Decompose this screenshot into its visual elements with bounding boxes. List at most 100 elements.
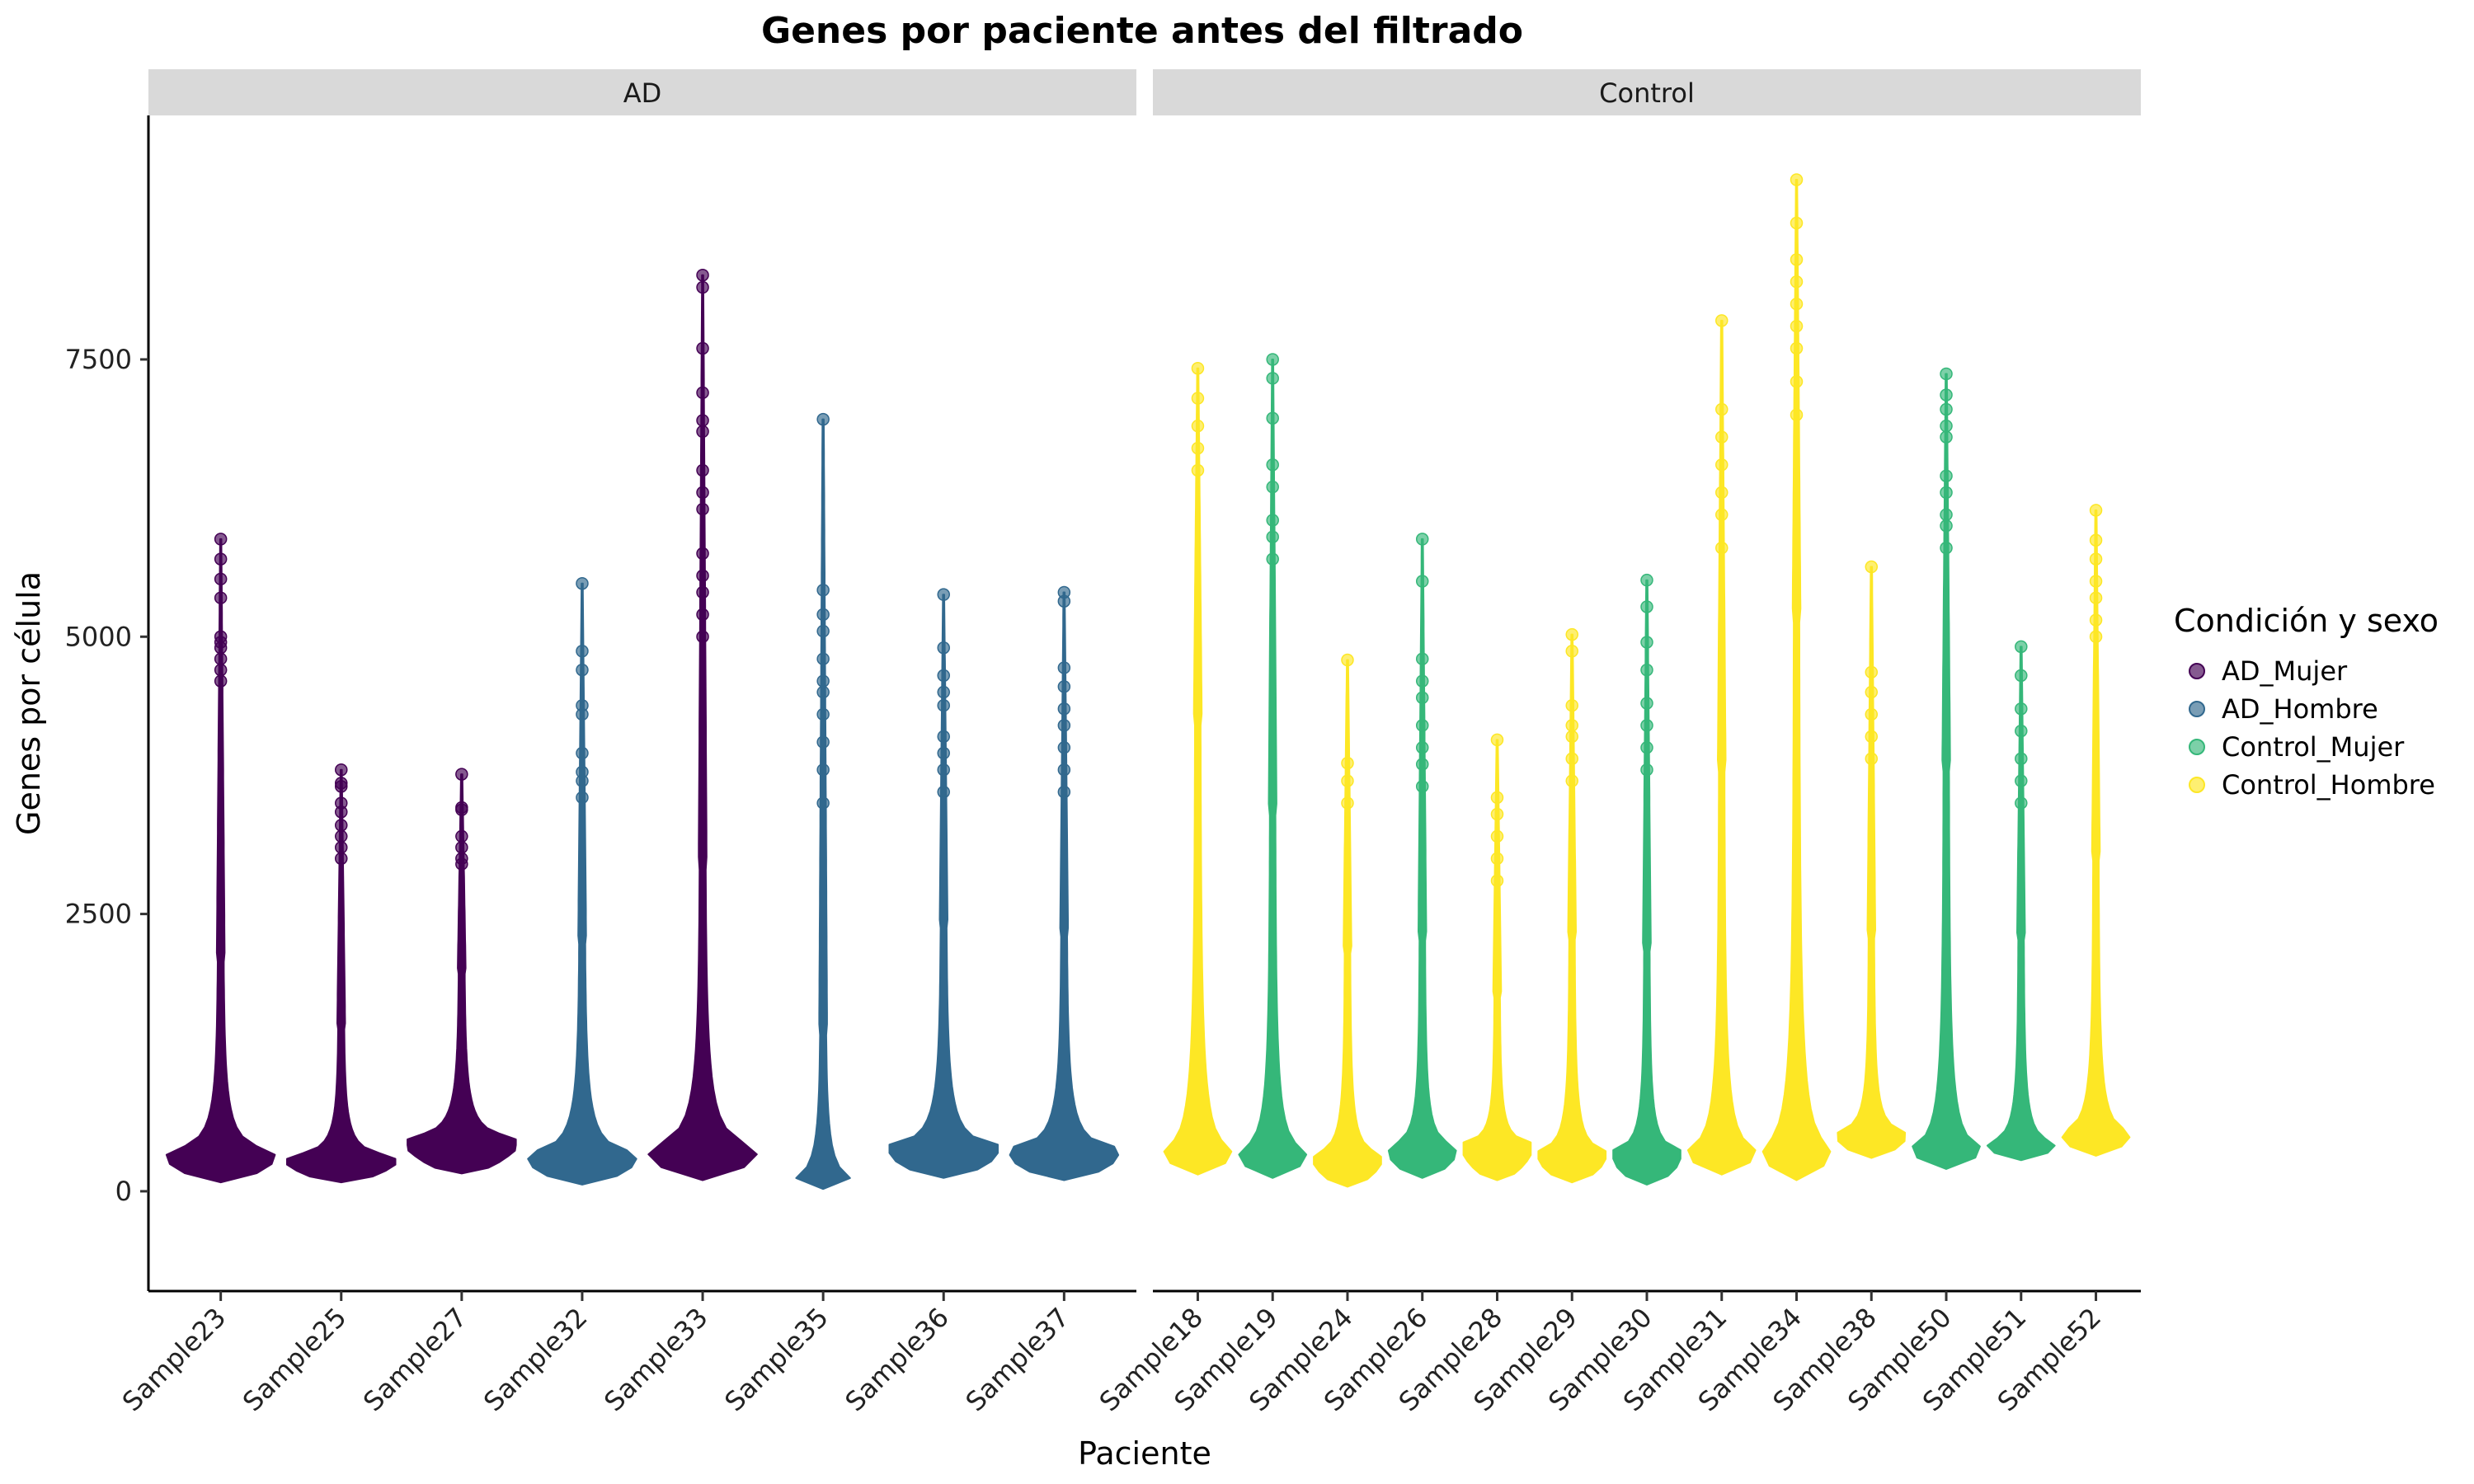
outlier-point-sample34 (1790, 375, 1804, 388)
outlier-point-sample31 (1715, 430, 1729, 444)
outlier-point-sample19 (1266, 514, 1279, 527)
outlier-point-sample50 (1940, 430, 1953, 444)
outlier-point-sample50 (1940, 388, 1953, 402)
legend-key-ad-hombre (2189, 701, 2205, 717)
facet-panel-ad: AD Sample23 Sample25 Sample27 Sample32 Sampl… (116, 69, 1136, 1417)
outlier-point-sample18 (1191, 441, 1205, 455)
outlier-point-sample29 (1565, 730, 1578, 744)
outlier-point-sample30 (1640, 741, 1653, 754)
outlier-point-sample32 (576, 746, 589, 760)
outlier-point-sample51 (2015, 669, 2028, 683)
x-tick-label-sample33: Sample33 (598, 1302, 714, 1418)
outlier-point-sample18 (1191, 361, 1205, 375)
outlier-point-sample26 (1415, 575, 1429, 588)
outlier-point-sample18 (1191, 419, 1205, 433)
outlier-point-sample30 (1640, 719, 1653, 732)
outlier-point-sample37 (1057, 680, 1071, 693)
outlier-point-sample36 (937, 669, 950, 683)
legend: Condición y sexo AD_Mujer AD_Hombre Contro… (2174, 603, 2439, 801)
outlier-point-sample19 (1266, 411, 1279, 425)
outlier-point-sample50 (1940, 419, 1953, 433)
outlier-point-sample18 (1191, 463, 1205, 477)
violin-sample36 (888, 594, 999, 1179)
outlier-point-sample50 (1940, 519, 1953, 533)
y-tick-label: 7500 (65, 344, 132, 375)
outlier-point-sample25 (335, 829, 348, 843)
outlier-point-sample27 (455, 768, 468, 781)
outlier-point-sample26 (1415, 741, 1429, 754)
outlier-point-sample34 (1790, 253, 1804, 266)
outlier-point-sample31 (1715, 508, 1729, 522)
outlier-point-sample26 (1415, 533, 1429, 546)
x-tick-label-sample35: Sample35 (718, 1302, 835, 1418)
outlier-point-sample50 (1940, 367, 1953, 381)
outlier-point-sample34 (1790, 216, 1804, 230)
outlier-point-sample36 (937, 588, 950, 601)
x-ticks-ad: Sample23 Sample25 Sample27 Sample32 Sample33… (116, 1291, 1075, 1417)
outlier-point-sample52 (2089, 630, 2103, 644)
outlier-point-sample23 (214, 674, 228, 688)
outlier-point-sample31 (1715, 314, 1729, 327)
outlier-point-sample50 (1940, 402, 1953, 416)
outlier-point-sample38 (1865, 560, 1879, 574)
outlier-point-sample33 (696, 486, 709, 500)
outlier-point-sample28 (1490, 874, 1504, 887)
outlier-point-sample38 (1865, 685, 1879, 699)
outlier-point-sample29 (1565, 774, 1578, 787)
outlier-point-sample29 (1565, 698, 1578, 712)
outlier-point-sample34 (1790, 341, 1804, 355)
outlier-point-sample36 (937, 641, 950, 655)
outlier-point-sample34 (1790, 275, 1804, 289)
outlier-point-sample28 (1490, 829, 1504, 843)
outlier-point-sample38 (1865, 707, 1879, 721)
outlier-point-sample25 (335, 777, 348, 790)
facet-strip-ad (148, 69, 1136, 115)
outlier-point-sample32 (576, 765, 589, 779)
outlier-point-sample38 (1865, 665, 1879, 679)
outlier-point-sample23 (214, 552, 228, 566)
outlier-point-sample23 (214, 652, 228, 665)
violin-sample26 (1387, 538, 1457, 1179)
legend-label-ad-hombre: AD_Hombre (2222, 693, 2378, 725)
outlier-point-sample30 (1640, 573, 1653, 587)
y-tick-label: 5000 (65, 621, 132, 652)
outlier-point-sample25 (335, 841, 348, 854)
outlier-point-sample35 (816, 685, 830, 699)
outlier-point-sample36 (937, 730, 950, 744)
outlier-point-sample51 (2015, 796, 2028, 810)
violin-sample29 (1537, 633, 1607, 1184)
x-tick-label-sample23: Sample23 (116, 1302, 233, 1418)
x-tick-label-sample32: Sample32 (477, 1302, 594, 1418)
outlier-point-sample31 (1715, 458, 1729, 472)
outlier-point-sample52 (2089, 533, 2103, 547)
outlier-point-sample19 (1266, 372, 1279, 385)
outlier-point-sample24 (1341, 774, 1354, 787)
outlier-point-sample26 (1415, 652, 1429, 665)
outlier-point-sample50 (1940, 469, 1953, 482)
outlier-point-sample32 (576, 791, 589, 805)
outlier-point-sample24 (1341, 653, 1354, 667)
facet-strip-control (1153, 69, 2141, 115)
outlier-point-sample52 (2089, 552, 2103, 566)
outlier-point-sample31 (1715, 486, 1729, 500)
outlier-point-sample23 (214, 533, 228, 546)
x-ticks-control: Sample18Sample19Sample24Sample26Sample28… (1094, 1291, 2107, 1417)
outlier-point-sample30 (1640, 663, 1653, 677)
outlier-point-sample19 (1266, 480, 1279, 494)
outlier-point-sample24 (1341, 796, 1354, 810)
outlier-point-sample36 (937, 698, 950, 712)
outlier-point-sample25 (335, 763, 348, 777)
outlier-point-sample35 (816, 584, 830, 597)
x-tick-label-sample27: Sample27 (357, 1302, 473, 1418)
outlier-point-sample33 (696, 463, 709, 477)
outlier-point-sample37 (1057, 763, 1071, 777)
x-tick-label-sample37: Sample37 (959, 1302, 1075, 1418)
violin-sample51 (1986, 646, 2056, 1162)
outlier-point-sample26 (1415, 719, 1429, 732)
outlier-point-sample19 (1266, 552, 1279, 566)
outlier-point-sample28 (1490, 852, 1504, 866)
legend-label-control-hombre: Control_Hombre (2222, 769, 2435, 801)
y-axis-title: Genes por célula (11, 571, 47, 835)
outlier-point-sample35 (816, 763, 830, 777)
outlier-point-sample29 (1565, 645, 1578, 658)
